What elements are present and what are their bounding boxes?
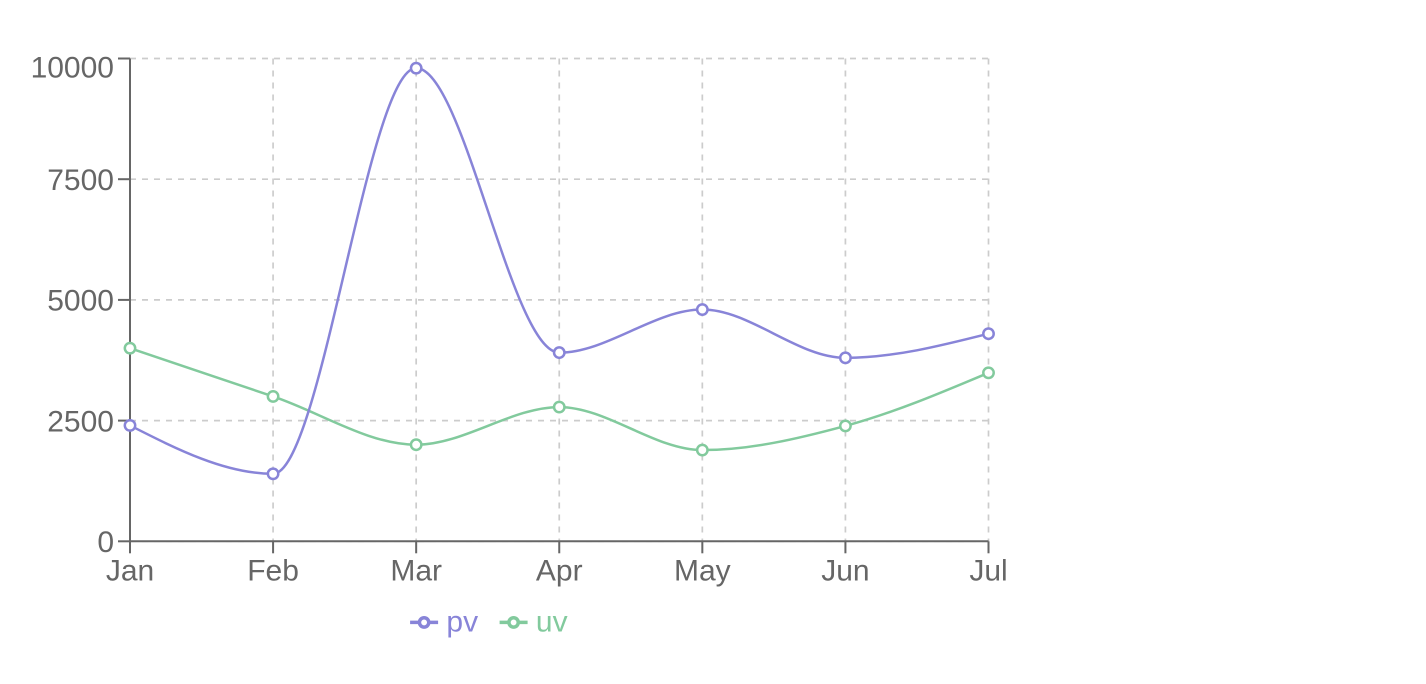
svg-text:Mar: Mar [390,555,442,588]
svg-text:pv: pv [446,606,478,639]
svg-text:Jul: Jul [969,555,1007,588]
svg-text:Feb: Feb [247,555,299,588]
svg-text:2500: 2500 [47,405,114,438]
svg-text:May: May [674,555,731,588]
svg-text:Apr: Apr [536,555,583,588]
svg-text:uv: uv [536,606,568,639]
svg-text:0: 0 [97,526,114,559]
svg-text:10000: 10000 [31,52,114,85]
svg-text:7500: 7500 [47,164,114,197]
svg-text:Jan: Jan [106,555,154,588]
svg-text:Jun: Jun [821,555,869,588]
svg-text:5000: 5000 [47,285,114,318]
